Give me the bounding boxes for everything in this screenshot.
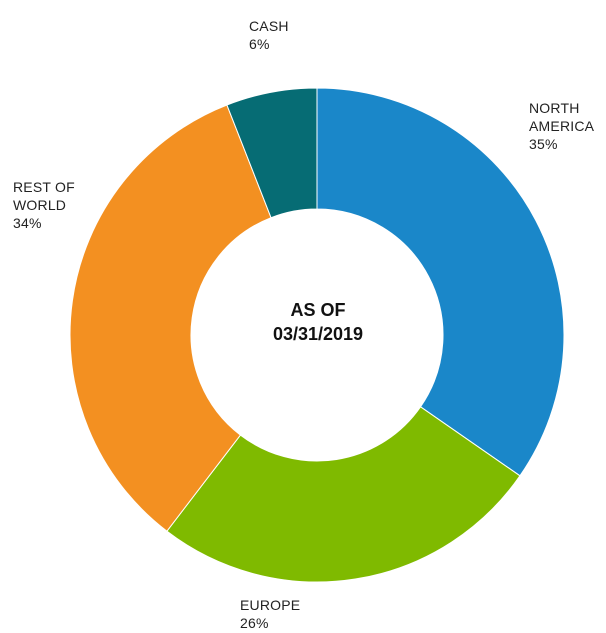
- label-rest-of-world-value: 34%: [13, 215, 42, 231]
- label-rest-of-world-line-1: REST OF: [13, 179, 75, 195]
- label-north-america: NORTH AMERICA 35%: [529, 99, 594, 153]
- slice-rest-of-world: [69, 104, 272, 532]
- label-cash: CASH 6%: [249, 17, 289, 53]
- label-north-america-value: 35%: [529, 136, 558, 152]
- label-europe-value: 26%: [240, 615, 269, 631]
- slice-europe: [166, 406, 521, 583]
- label-north-america-line-1: NORTH: [529, 100, 580, 116]
- donut-slices: [69, 87, 565, 583]
- label-europe-line-1: EUROPE: [240, 597, 301, 613]
- slice-north-america: [316, 87, 565, 477]
- label-cash-line-1: CASH: [249, 18, 289, 34]
- label-cash-value: 6%: [249, 36, 270, 52]
- label-rest-of-world: REST OF WORLD 34%: [13, 178, 75, 232]
- label-rest-of-world-line-2: WORLD: [13, 197, 67, 213]
- center-label-line-1: AS OF: [290, 300, 346, 320]
- slice-cash: [226, 87, 318, 219]
- center-date-label: AS OF 03/31/2019: [218, 298, 418, 346]
- center-label-line-2: 03/31/2019: [272, 324, 364, 344]
- label-europe: EUROPE 26%: [240, 596, 300, 632]
- label-north-america-line-2: AMERICA: [529, 118, 595, 134]
